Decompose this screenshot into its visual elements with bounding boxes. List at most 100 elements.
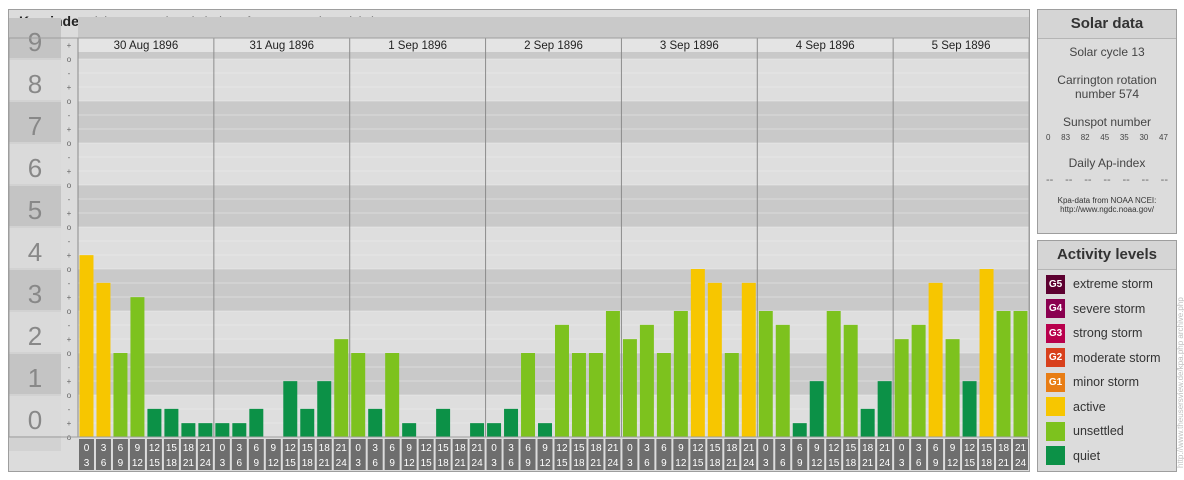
kp-bar xyxy=(436,408,451,437)
kp-bar xyxy=(215,423,230,437)
carrington-rotation-line1: Carrington rotation xyxy=(1057,73,1157,87)
kp-bar xyxy=(1013,311,1028,437)
kp-bar xyxy=(317,381,332,437)
interval-end-label: 3 xyxy=(763,458,769,469)
minor-tick-label: - xyxy=(68,405,71,414)
interval-cell xyxy=(503,439,519,470)
y-label-band-7 xyxy=(9,102,61,142)
interval-cell xyxy=(350,439,366,470)
kp-bar xyxy=(555,324,569,437)
interval-start-label: 12 xyxy=(421,443,433,454)
interval-cell xyxy=(537,439,553,470)
interval-end-label: 12 xyxy=(675,458,687,469)
interval-end-label: 18 xyxy=(573,458,585,469)
interval-cell xyxy=(979,439,995,470)
interval-cell xyxy=(520,439,536,470)
sunspot-values: 0 83 82 45 35 30 47 xyxy=(1038,133,1176,142)
interval-start-label: 0 xyxy=(84,443,90,454)
kp-bar xyxy=(639,324,654,437)
ap-index-value: -- xyxy=(1046,174,1054,186)
day-label: 1 Sep 1896 xyxy=(388,40,447,52)
interval-start-label: 21 xyxy=(336,443,348,454)
interval-end-label: 3 xyxy=(899,458,905,469)
activity-level-swatch: G3 xyxy=(1046,323,1065,343)
minor-tick-label: + xyxy=(67,335,72,344)
kp-bar xyxy=(571,353,586,437)
interval-cell xyxy=(860,439,876,470)
activity-level-swatch xyxy=(1046,397,1065,417)
interval-end-label: 18 xyxy=(302,458,314,469)
interval-end-label: 6 xyxy=(237,458,243,469)
interval-end-label: 21 xyxy=(998,458,1010,469)
minor-tick-label: + xyxy=(67,209,72,218)
interval-cell xyxy=(945,439,961,470)
interval-cell xyxy=(741,439,757,470)
kp-bar xyxy=(962,381,977,437)
carrington-rotation-line2: number 574 xyxy=(1074,87,1140,101)
interval-start-label: 6 xyxy=(525,443,531,454)
ap-index-value: -- xyxy=(1103,174,1111,186)
interval-start-label: 6 xyxy=(118,443,124,454)
minor-tick-label: + xyxy=(67,125,72,134)
interval-end-label: 18 xyxy=(438,458,450,469)
interval-end-label: 15 xyxy=(421,458,433,469)
kp-bar xyxy=(656,353,671,437)
interval-start-label: 0 xyxy=(491,443,497,454)
interval-start-label: 9 xyxy=(678,443,684,454)
minor-tick-label: + xyxy=(67,41,72,50)
interval-end-label: 18 xyxy=(845,458,857,469)
interval-start-label: 0 xyxy=(355,443,361,454)
kp-bar xyxy=(673,311,688,437)
activity-level-swatch xyxy=(1046,421,1065,441)
interval-start-label: 3 xyxy=(644,443,650,454)
interval-cell xyxy=(724,439,740,470)
interval-cell xyxy=(894,439,910,470)
interval-cell xyxy=(639,439,655,470)
sunspot-value: 82 xyxy=(1080,133,1090,142)
interval-cell xyxy=(469,439,485,470)
activity-level-swatch: G2 xyxy=(1046,348,1065,368)
interval-end-label: 9 xyxy=(525,458,531,469)
interval-cell xyxy=(673,439,689,470)
interval-end-label: 6 xyxy=(780,458,786,469)
interval-end-label: 24 xyxy=(200,458,212,469)
minor-tick-label: o xyxy=(67,55,72,64)
interval-end-label: 9 xyxy=(933,458,939,469)
day-label: 30 Aug 1896 xyxy=(114,40,179,52)
activity-level-label: active xyxy=(1073,399,1106,414)
interval-end-label: 12 xyxy=(947,458,959,469)
interval-start-label: 21 xyxy=(472,443,484,454)
kp-bar xyxy=(402,423,417,437)
interval-end-label: 24 xyxy=(1015,458,1027,469)
interval-start-label: 0 xyxy=(627,443,633,454)
activity-level-item: G3 strong storm xyxy=(1038,321,1176,346)
interval-start-label: 21 xyxy=(743,443,755,454)
ap-index-value: -- xyxy=(1065,174,1073,186)
interval-end-label: 21 xyxy=(862,458,874,469)
activity-level-label: extreme storm xyxy=(1073,277,1153,292)
kp-bar xyxy=(690,269,705,437)
y-label-band-5 xyxy=(9,186,61,226)
interval-end-label: 9 xyxy=(254,458,260,469)
interval-cell xyxy=(826,439,842,470)
interval-end-label: 24 xyxy=(743,458,755,469)
minor-tick-label: o xyxy=(67,265,72,274)
interval-end-label: 3 xyxy=(355,458,361,469)
interval-start-label: 9 xyxy=(406,443,412,454)
interval-cell xyxy=(282,439,298,470)
kp-bar xyxy=(996,311,1011,437)
interval-cell xyxy=(690,439,706,470)
interval-end-label: 6 xyxy=(916,458,922,469)
interval-start-label: 3 xyxy=(372,443,378,454)
y-label-band-6 xyxy=(9,144,61,184)
interval-cell xyxy=(588,439,604,470)
interval-start-label: 18 xyxy=(998,443,1010,454)
day-label: 31 Aug 1896 xyxy=(249,40,314,52)
kp-bar xyxy=(147,408,162,437)
interval-start-label: 12 xyxy=(828,443,840,454)
interval-cell xyxy=(928,439,944,470)
kp-bar xyxy=(249,408,264,437)
interval-end-label: 18 xyxy=(709,458,721,469)
ap-index-value: -- xyxy=(1141,174,1149,186)
solar-data-panel: Solar data Solar cycle 13 Carrington rot… xyxy=(1037,9,1177,234)
